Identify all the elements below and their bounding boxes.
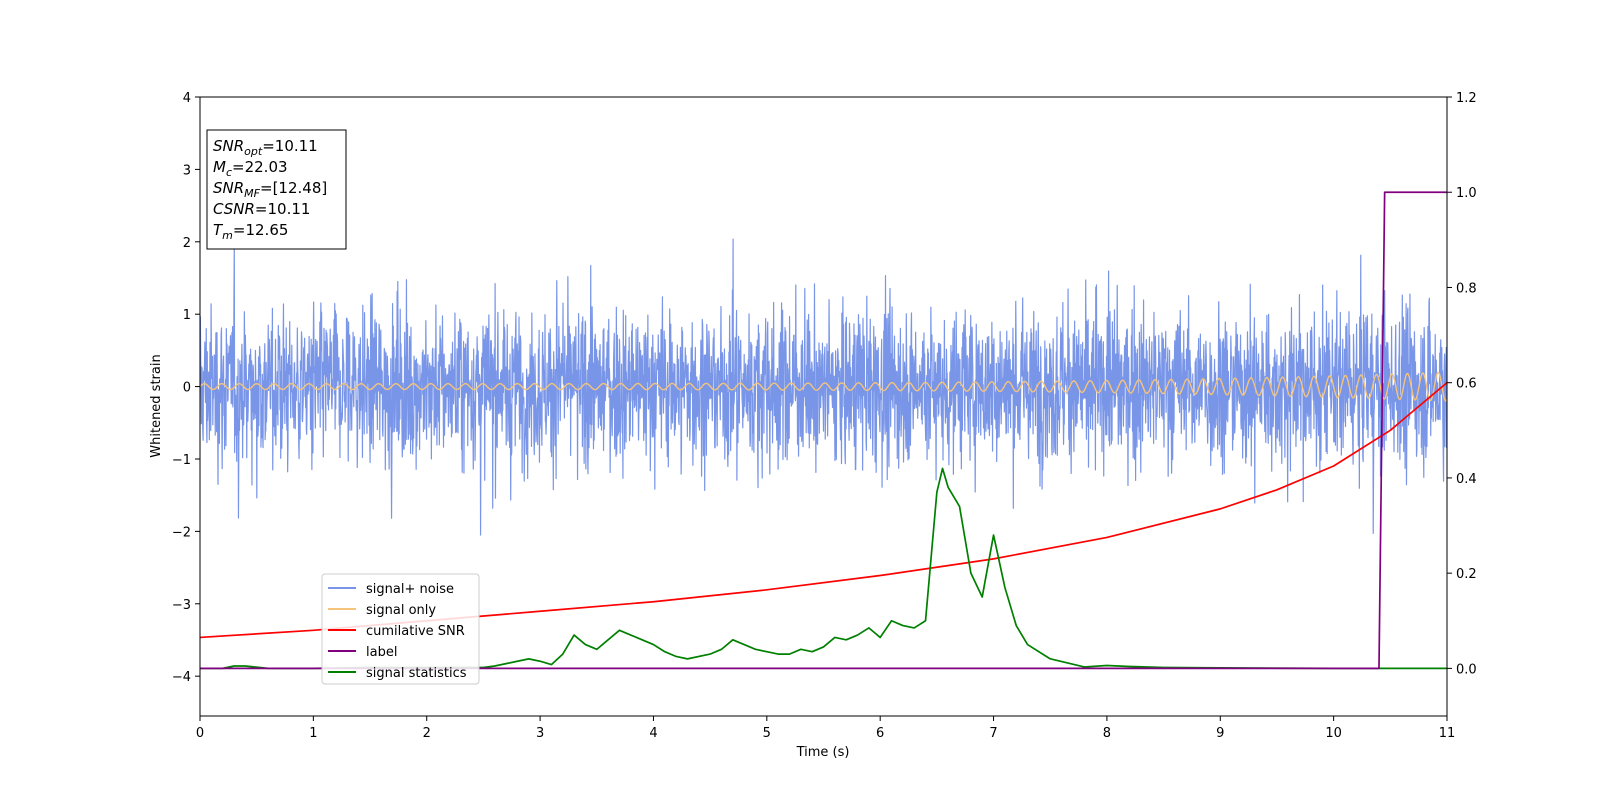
series-line-label xyxy=(200,191,1447,670)
y-tick-right-label: 0.0 xyxy=(1456,662,1477,677)
y-tick-left-label: −2 xyxy=(172,525,191,540)
x-tick-label: 7 xyxy=(989,726,997,741)
x-tick-label: 6 xyxy=(876,726,884,741)
x-tick-label: 9 xyxy=(1216,726,1224,741)
y-tick-left-label: −3 xyxy=(172,598,191,613)
x-tick-label: 2 xyxy=(423,726,431,741)
y-axis-right: 0.0 0.2 0.4 0.6 0.8 1.0 1.2 xyxy=(1447,91,1477,677)
info-box-line: Mc=22.03 xyxy=(213,158,288,179)
info-box-frame xyxy=(206,129,347,250)
x-tick-label: 1 xyxy=(309,726,317,741)
x-axis: 0 1 2 3 4 5 6 7 8 9 10 11 xyxy=(196,716,1455,741)
legend-label: label xyxy=(366,645,397,660)
info-box: SNRopt=10.11Mc=22.03SNRMF=[12.48]CSNR=10… xyxy=(206,129,347,250)
y-tick-left-label: 3 xyxy=(183,163,191,178)
series-line-signal-statistics xyxy=(200,467,1447,670)
legend-frame xyxy=(321,573,480,685)
x-tick-label: 5 xyxy=(763,726,771,741)
y-tick-right-label: 0.4 xyxy=(1456,472,1477,487)
legend: signal+ noise signal only cumilative SNR la… xyxy=(321,573,480,685)
info-box-line: CSNR=10.11 xyxy=(213,200,310,218)
y-tick-right-label: 1.2 xyxy=(1456,91,1477,106)
y-tick-left-label: 4 xyxy=(183,91,191,106)
legend-label: signal statistics xyxy=(366,666,467,681)
y-axis-label: Whitened strain xyxy=(149,354,164,457)
y-tick-left-label: 2 xyxy=(183,236,191,251)
series-line-signal-only xyxy=(200,371,1447,402)
x-tick-label: 0 xyxy=(196,726,204,741)
legend-label: signal+ noise xyxy=(366,582,454,597)
y-tick-left-label: 0 xyxy=(183,381,191,396)
info-box-line: SNRMF=[12.48] xyxy=(213,179,327,200)
y-tick-right-label: 0.6 xyxy=(1456,377,1477,392)
x-tick-label: 3 xyxy=(536,726,544,741)
x-tick-label: 10 xyxy=(1325,726,1342,741)
y-tick-right-label: 0.2 xyxy=(1456,567,1477,582)
y-tick-left-label: −1 xyxy=(172,453,191,468)
x-tick-label: 11 xyxy=(1439,726,1456,741)
plot-frame xyxy=(199,96,1448,717)
x-axis-label: Time (s) xyxy=(796,745,850,760)
legend-label: cumilative SNR xyxy=(366,624,465,639)
y-tick-left-label: 1 xyxy=(183,308,191,323)
y-tick-left-label: −4 xyxy=(172,670,191,685)
legend-label: signal only xyxy=(366,603,436,618)
series-signal-noise xyxy=(200,238,1447,536)
series-line-signal-noise xyxy=(200,238,1447,536)
y-axis-left: −4 −3 −2 −1 0 1 2 3 4 xyxy=(172,91,200,685)
y-tick-right-label: 1.0 xyxy=(1456,186,1477,201)
y-tick-right-label: 0.8 xyxy=(1456,281,1477,296)
x-tick-label: 4 xyxy=(649,726,657,741)
info-box-line: Tm=12.65 xyxy=(213,221,288,242)
x-tick-label: 8 xyxy=(1103,726,1111,741)
info-box-line: SNRopt=10.11 xyxy=(213,137,318,158)
